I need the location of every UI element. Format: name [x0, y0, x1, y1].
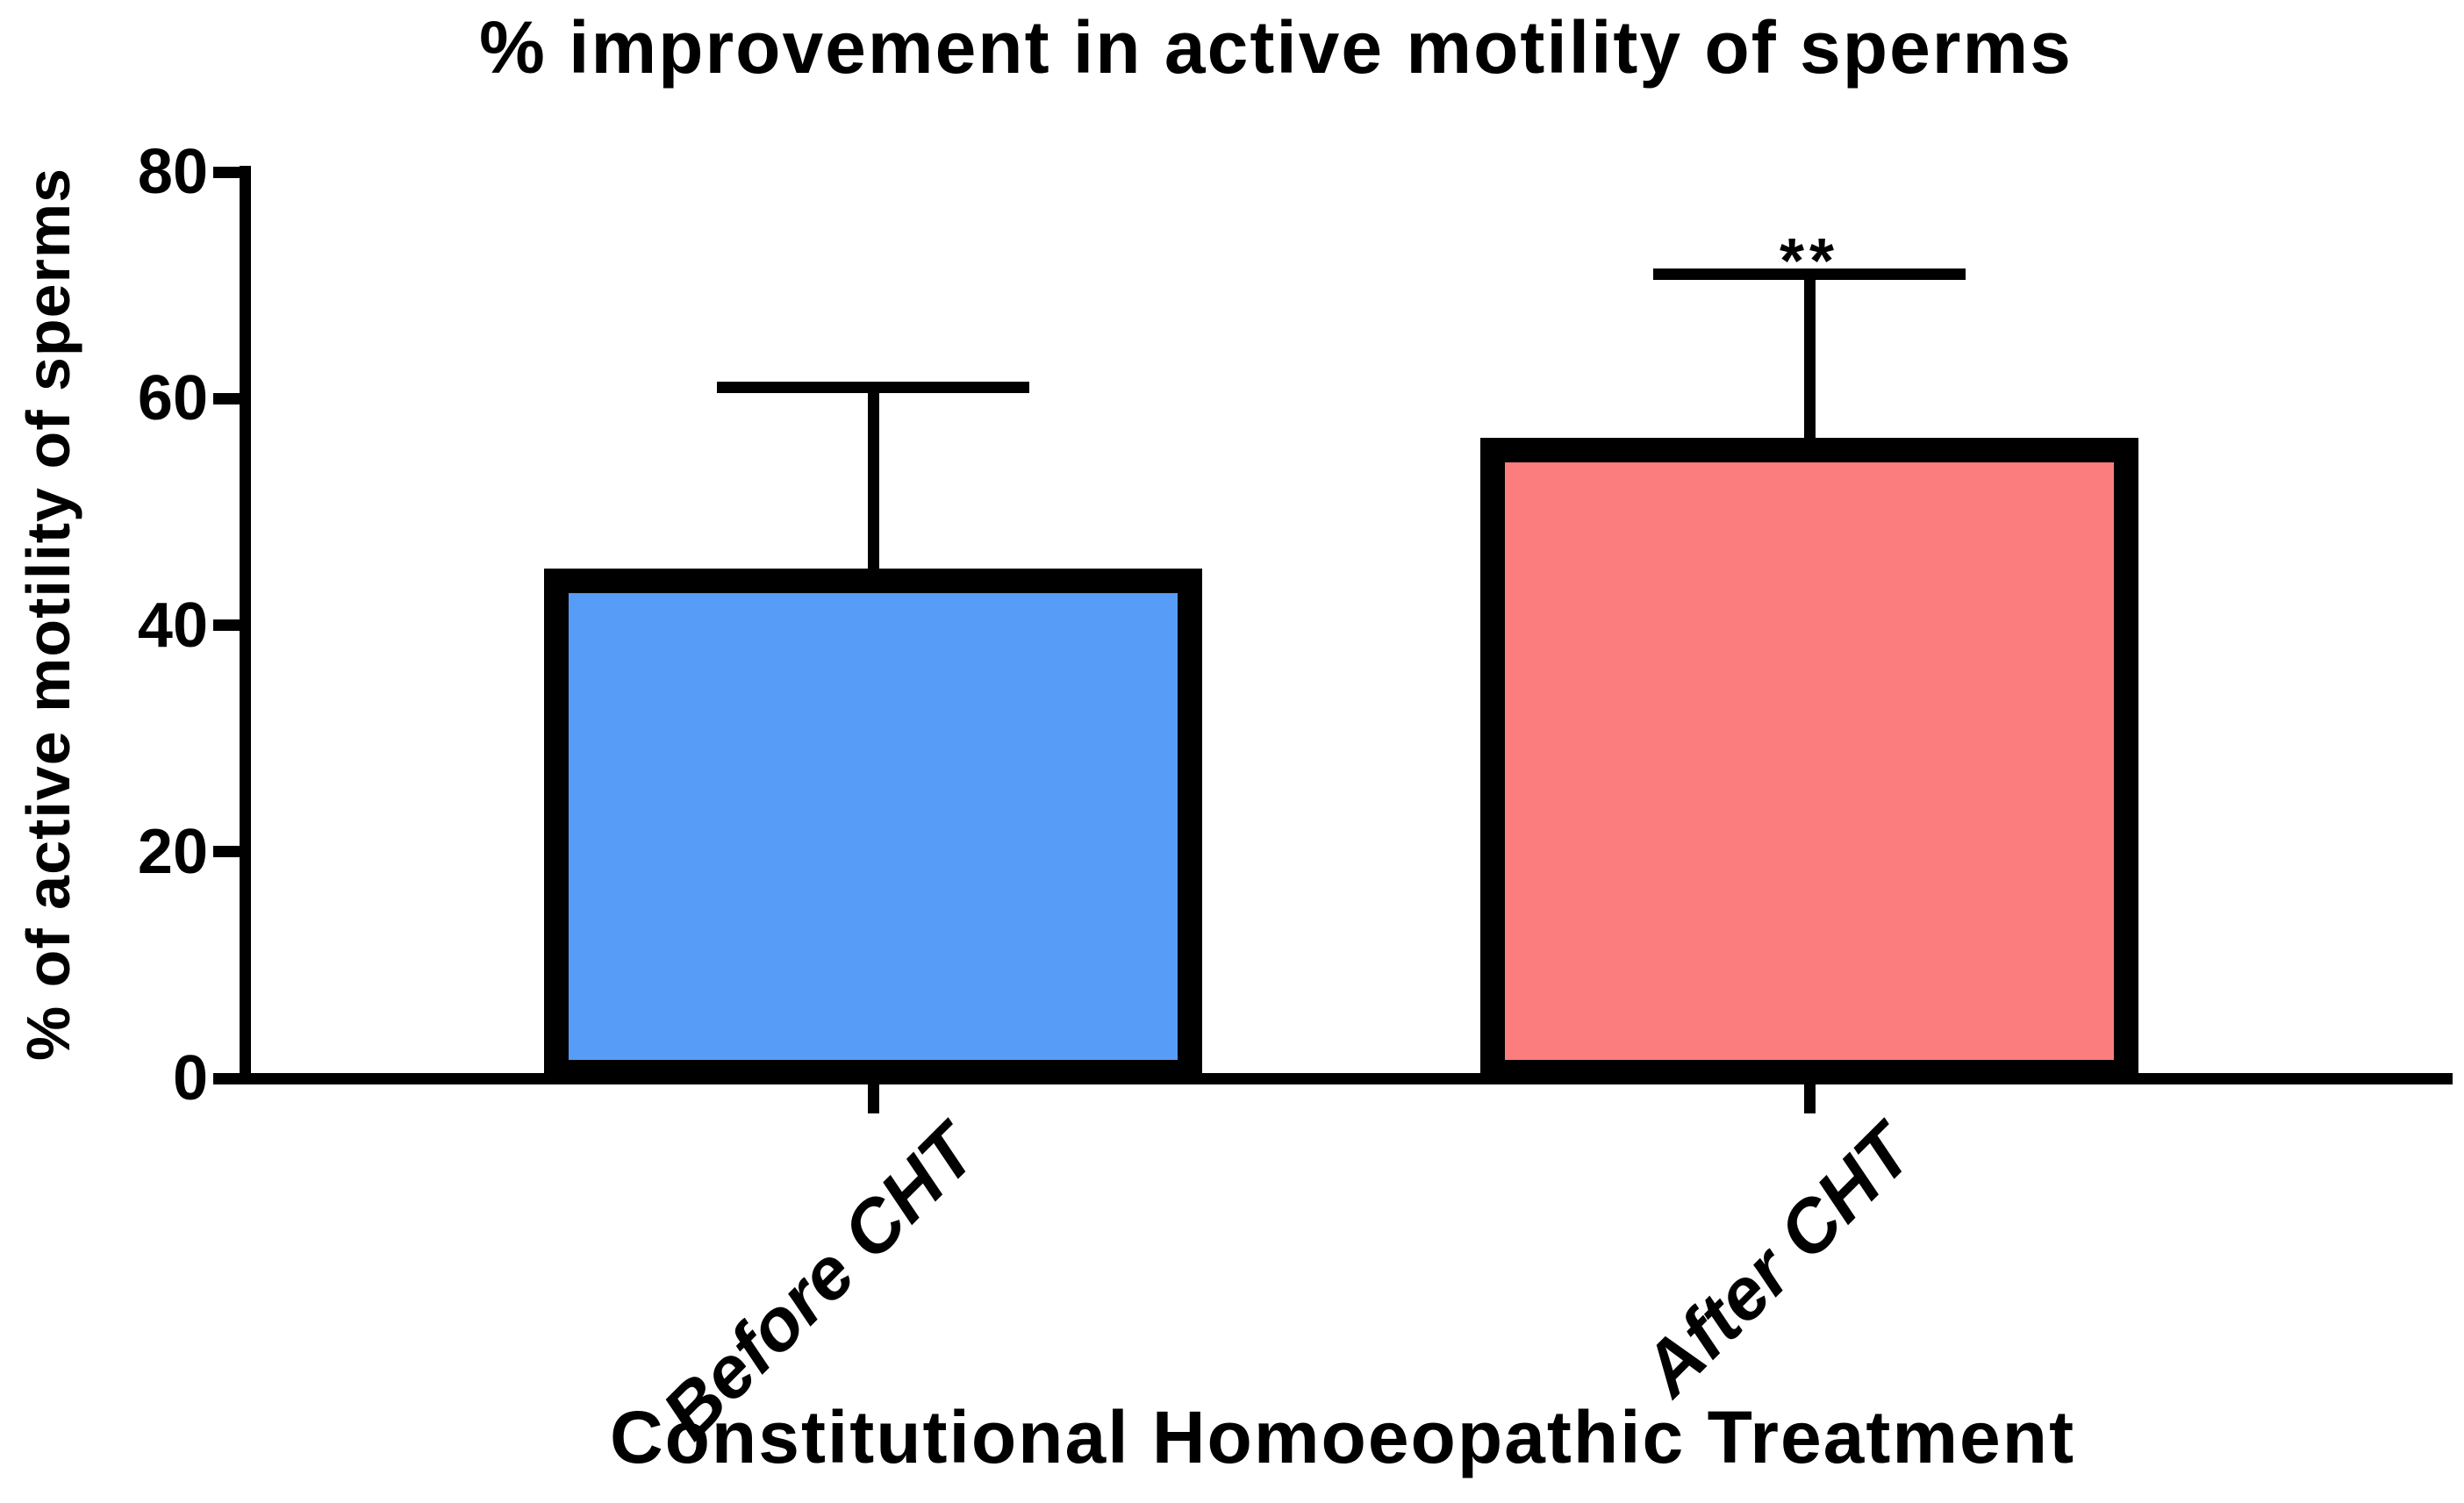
significance-stars: ** — [1779, 226, 1840, 297]
x-axis-title: Constitutional Homoeopathic Treatment — [609, 1396, 2076, 1478]
y-axis-tick — [213, 392, 240, 404]
chart-title: % improvement in active motility of sper… — [479, 6, 2073, 89]
bar-before-cht — [544, 568, 1202, 1084]
y-axis-tick — [213, 846, 240, 858]
y-axis-tick — [213, 619, 240, 631]
y-axis-line — [240, 166, 251, 1084]
error-bar-cap — [1653, 268, 1966, 280]
y-axis-tick-label: 20 — [137, 816, 208, 887]
x-axis-tick-label: After CHT — [1626, 1109, 1928, 1412]
x-axis-tick — [1803, 1084, 1816, 1113]
error-bar-cap — [717, 381, 1029, 393]
y-axis-tick-label: 0 — [172, 1043, 208, 1113]
y-axis-tick — [213, 166, 240, 178]
y-axis-tick-label: 60 — [137, 363, 208, 434]
y-axis-tick-label: 40 — [137, 590, 208, 661]
error-bar-line — [867, 387, 879, 586]
bar-after-cht — [1480, 438, 2138, 1084]
y-axis-tick-label: 80 — [137, 137, 208, 207]
x-axis-line — [217, 1073, 2453, 1084]
error-bar-line — [1803, 274, 1816, 456]
x-axis-tick — [867, 1084, 879, 1113]
